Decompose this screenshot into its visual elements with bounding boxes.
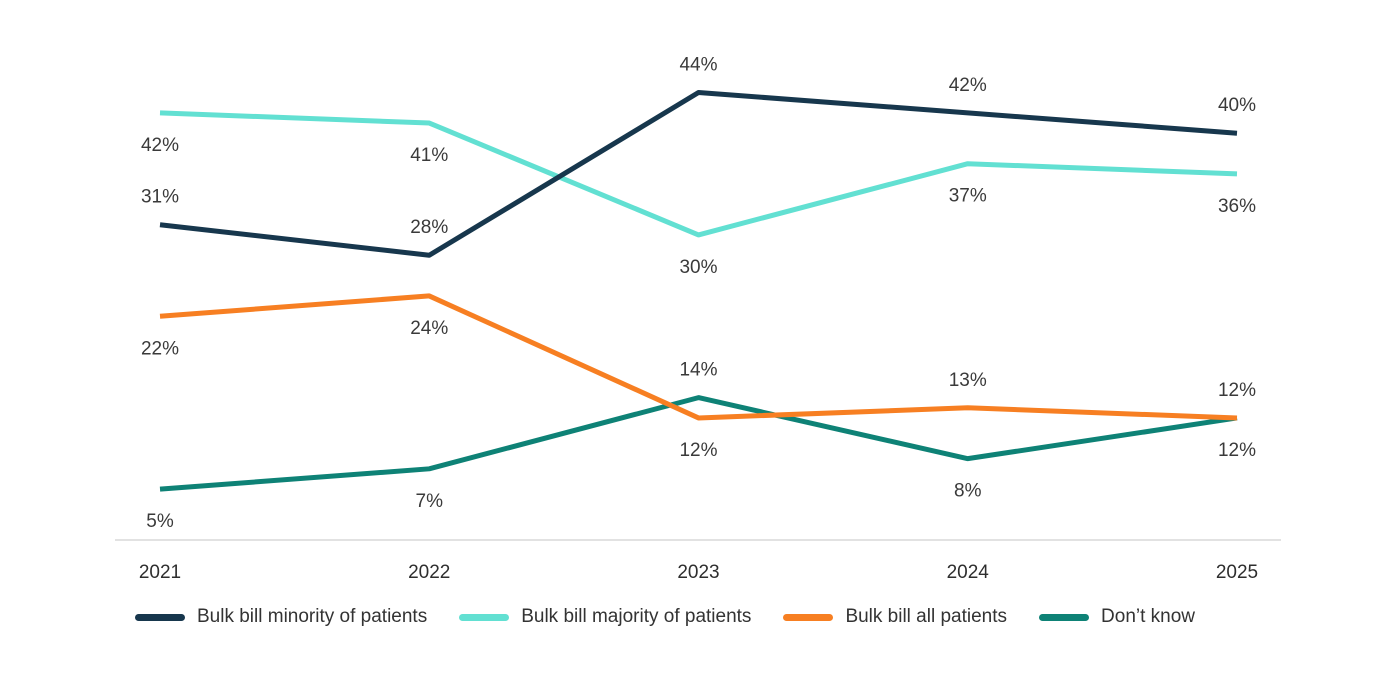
data-label-majority-2022: 41%	[410, 145, 448, 166]
data-label-majority-2021: 42%	[141, 135, 179, 156]
x-tick-label-2021: 2021	[139, 562, 181, 583]
legend-swatch-minority	[135, 613, 185, 621]
legend-item-all: Bulk bill all patients	[783, 606, 1007, 628]
data-label-majority-2025: 36%	[1218, 196, 1256, 217]
data-label-dont-know-2024: 8%	[954, 481, 982, 502]
legend-label-dont-know: Don’t know	[1101, 606, 1196, 627]
legend-label-minority: Bulk bill minority of patients	[197, 606, 428, 627]
line-chart: 2021 2022 2023 2024 2025 31% 28% 44% 42% 40% 42% 41…	[115, 55, 1281, 583]
data-label-minority-2022: 28%	[410, 217, 448, 238]
chart-canvas: 2021 2022 2023 2024 2025 31% 28% 44% 42% 40% 42% 41…	[115, 55, 1281, 583]
data-label-minority-2024: 42%	[949, 75, 987, 96]
series-line-dont-know	[159, 395, 1238, 492]
series-line-majority	[159, 110, 1238, 238]
data-label-all-2022: 24%	[410, 318, 448, 339]
chart-legend: Bulk bill minority of patients Bulk bill…	[135, 602, 1195, 632]
data-label-dont-know-2022: 7%	[416, 491, 444, 512]
x-tick-label-2024: 2024	[947, 562, 990, 583]
data-label-majority-2024: 37%	[949, 186, 987, 207]
series-line-minority	[159, 90, 1238, 258]
data-label-dont-know-2023: 14%	[679, 360, 717, 381]
x-tick-label-2025: 2025	[1216, 562, 1258, 583]
data-label-all-2023: 12%	[679, 440, 717, 461]
legend-item-dont-know: Don’t know	[1039, 606, 1195, 628]
x-tick-label-2023: 2023	[677, 562, 719, 583]
data-label-all-2025: 12%	[1218, 380, 1256, 401]
series-line-all	[159, 293, 1238, 421]
legend-swatch-all	[783, 613, 834, 621]
legend-item-majority: Bulk bill majority of patients	[459, 606, 751, 628]
legend-label-majority: Bulk bill majority of patients	[521, 606, 752, 627]
x-tick-label-2022: 2022	[408, 562, 450, 583]
legend-swatch-majority	[459, 613, 510, 621]
data-label-all-2024: 13%	[949, 370, 987, 391]
data-label-majority-2023: 30%	[679, 257, 717, 278]
legend-swatch-dont-know	[1039, 613, 1090, 621]
legend-label-all: Bulk bill all patients	[845, 606, 1008, 627]
data-label-dont-know-2021: 5%	[146, 511, 174, 532]
data-label-minority-2023: 44%	[679, 55, 717, 76]
data-label-dont-know-2025: 12%	[1218, 440, 1256, 461]
data-label-all-2021: 22%	[141, 338, 179, 359]
legend-item-minority: Bulk bill minority of patients	[135, 606, 427, 628]
data-label-minority-2021: 31%	[141, 187, 179, 208]
data-label-minority-2025: 40%	[1218, 95, 1256, 116]
